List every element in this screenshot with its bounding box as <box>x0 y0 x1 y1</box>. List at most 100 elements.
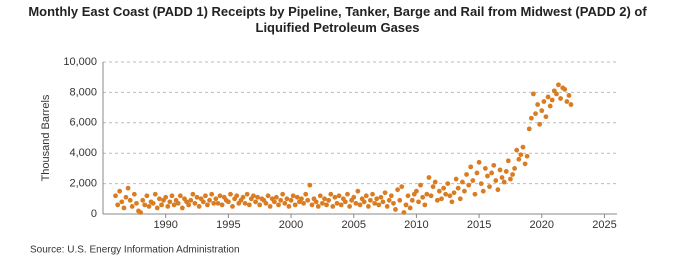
data-point <box>338 202 344 208</box>
x-tick-label: 2005 <box>341 219 365 231</box>
data-point <box>361 199 367 205</box>
data-point <box>564 99 570 104</box>
data-point <box>482 166 488 171</box>
data-point <box>167 199 173 205</box>
data-point <box>196 204 202 209</box>
data-point <box>347 204 352 209</box>
data-point <box>345 191 350 197</box>
data-point <box>253 199 258 205</box>
data-point <box>131 191 137 197</box>
data-point <box>315 204 321 209</box>
data-point <box>489 170 495 176</box>
data-point <box>171 202 177 208</box>
data-point <box>432 179 438 185</box>
data-point <box>520 144 526 150</box>
data-point <box>491 162 497 168</box>
data-point <box>501 179 507 185</box>
x-tick-label: 1995 <box>216 219 240 231</box>
data-point <box>407 205 413 211</box>
data-point <box>322 196 327 202</box>
data-point <box>470 178 476 183</box>
data-point <box>282 200 288 206</box>
data-point <box>485 173 490 179</box>
data-point <box>428 193 434 199</box>
data-point <box>441 185 447 191</box>
data-point <box>476 159 482 165</box>
data-point <box>453 176 459 182</box>
data-point <box>420 194 426 200</box>
data-point <box>192 200 198 206</box>
data-point <box>144 193 150 199</box>
data-point <box>244 191 250 197</box>
data-point <box>209 191 215 197</box>
data-point <box>388 193 394 199</box>
data-point <box>466 182 472 188</box>
data-point <box>146 204 152 209</box>
data-point <box>179 205 185 211</box>
data-point <box>493 178 499 183</box>
data-point <box>205 202 210 208</box>
data-point <box>397 197 403 203</box>
data-point <box>121 205 127 211</box>
data-point <box>430 184 436 190</box>
data-point <box>445 181 451 187</box>
x-tick-label: 2015 <box>467 219 491 231</box>
data-point <box>301 200 306 206</box>
data-point <box>317 193 323 199</box>
data-point <box>276 202 281 208</box>
data-point <box>334 200 340 206</box>
data-point <box>503 169 509 174</box>
data-point <box>499 175 505 180</box>
data-point <box>372 200 378 206</box>
data-point <box>154 205 160 211</box>
data-point <box>382 190 388 196</box>
data-point <box>535 102 541 107</box>
data-point <box>472 191 478 197</box>
x-tick-label: 2000 <box>279 219 303 231</box>
data-point <box>165 204 171 209</box>
data-point <box>505 158 511 164</box>
data-point <box>190 191 196 197</box>
data-point <box>351 194 357 200</box>
data-point <box>157 196 162 202</box>
data-point <box>401 210 407 215</box>
y-tick-label: 6,000 <box>69 117 97 129</box>
data-point <box>150 200 156 206</box>
data-point <box>169 193 175 199</box>
data-point <box>225 199 231 205</box>
data-point <box>568 102 574 107</box>
data-point <box>336 193 342 199</box>
data-point <box>284 196 290 202</box>
data-point <box>426 175 432 180</box>
data-point <box>117 188 123 194</box>
data-point <box>539 108 545 114</box>
data-point <box>480 188 486 194</box>
x-tick-label: 2010 <box>404 219 428 231</box>
data-point <box>547 103 553 109</box>
data-point <box>273 194 279 200</box>
data-point <box>324 202 329 208</box>
data-point <box>510 172 515 177</box>
data-point <box>280 191 286 197</box>
data-point <box>537 121 543 127</box>
data-point <box>508 176 513 182</box>
data-point <box>436 188 442 194</box>
data-point <box>246 202 252 208</box>
data-point <box>330 204 336 209</box>
y-tick-label: 2,000 <box>69 178 97 190</box>
data-point <box>217 193 223 199</box>
data-point <box>207 197 212 203</box>
data-point <box>332 194 338 200</box>
data-point <box>286 204 292 209</box>
data-point <box>512 166 517 171</box>
data-point <box>516 156 522 162</box>
data-point <box>326 197 332 203</box>
data-point <box>562 86 568 92</box>
data-point <box>545 94 551 100</box>
data-point <box>370 191 375 197</box>
data-point <box>365 204 371 209</box>
x-tick-label: 2025 <box>592 219 616 231</box>
data-point <box>125 185 131 191</box>
